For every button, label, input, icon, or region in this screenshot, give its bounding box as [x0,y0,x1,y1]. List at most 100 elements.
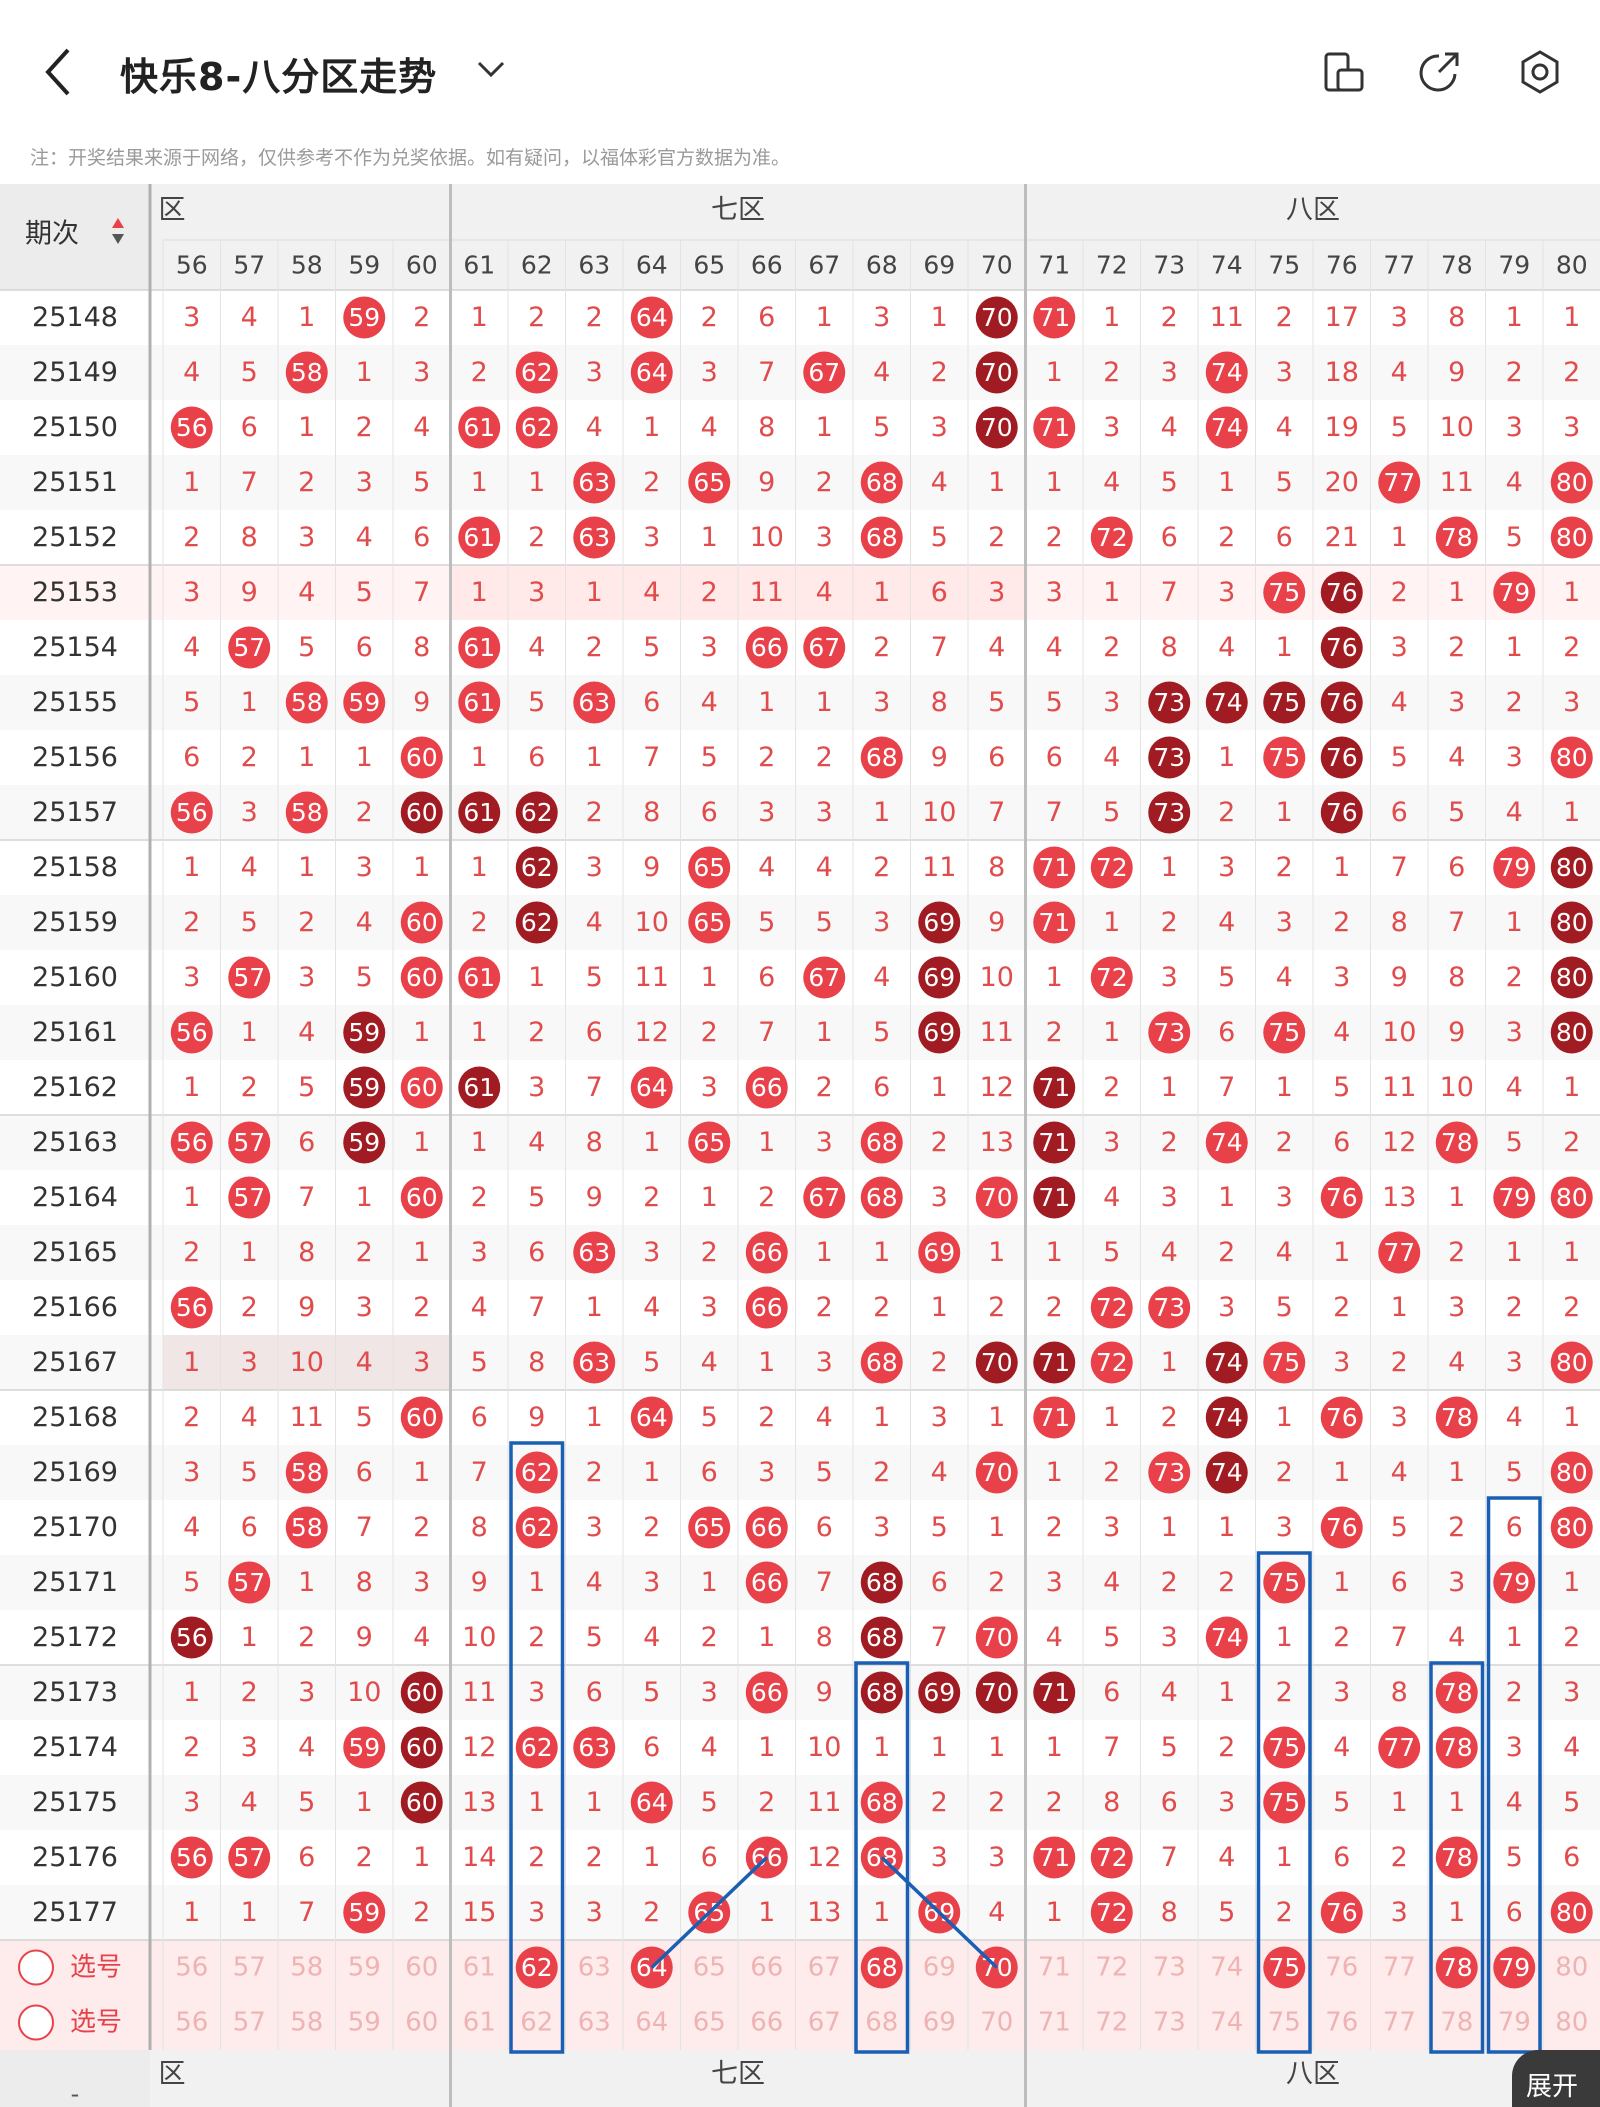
hit-ball[interactable] [1148,1011,1191,1054]
hit-ball[interactable] [1205,681,1248,724]
hit-ball[interactable] [745,1286,788,1329]
hit-ball[interactable] [285,1506,328,1549]
hit-ball[interactable] [975,1176,1018,1219]
hit-ball[interactable] [1148,1286,1191,1329]
hit-ball[interactable] [400,956,443,999]
select-radio[interactable] [18,2004,54,2041]
hit-ball[interactable] [228,626,271,669]
hit-ball[interactable] [228,1176,271,1219]
hit-ball[interactable] [688,1121,731,1164]
hit-ball[interactable] [1435,1726,1478,1769]
hit-ball[interactable] [860,1121,903,1164]
hit-ball[interactable] [1033,901,1076,944]
hit-ball[interactable] [1263,1561,1306,1604]
hit-ball[interactable] [1263,1011,1306,1054]
hit-ball[interactable] [1378,461,1421,504]
hit-ball[interactable] [1148,681,1191,724]
hit-ball[interactable] [803,956,846,999]
hit-ball[interactable] [285,1451,328,1494]
hit-ball[interactable] [1263,681,1306,724]
hit-ball[interactable] [285,681,328,724]
hit-ball[interactable] [170,791,213,834]
hit-ball[interactable] [860,1616,903,1659]
hit-ball[interactable] [573,1726,616,1769]
hit-ball[interactable] [458,516,501,559]
hit-ball[interactable] [860,1561,903,1604]
hit-ball[interactable] [1550,901,1593,944]
hit-ball[interactable] [1205,1616,1248,1659]
hit-ball[interactable] [1263,736,1306,779]
hit-ball[interactable] [170,1616,213,1659]
hit-ball[interactable] [1435,1121,1478,1164]
back-icon[interactable] [40,42,80,102]
hit-ball[interactable] [1148,1451,1191,1494]
hit-ball[interactable] [170,1011,213,1054]
hit-ball[interactable] [343,1726,386,1769]
hit-ball[interactable] [458,681,501,724]
hit-ball[interactable] [1550,1451,1593,1494]
hit-ball[interactable] [228,956,271,999]
hit-ball[interactable] [1205,1341,1248,1384]
hit-ball[interactable] [1033,1066,1076,1109]
hit-ball[interactable] [1320,1506,1363,1549]
hit-ball[interactable] [1205,1451,1248,1494]
hit-ball[interactable] [1378,1231,1421,1274]
hit-ball[interactable] [860,1341,903,1384]
hit-ball[interactable] [400,736,443,779]
hit-ball[interactable] [1263,1781,1306,1824]
phone-landscape-icon[interactable] [1320,48,1368,96]
hit-ball[interactable] [458,791,501,834]
hit-ball[interactable] [400,1726,443,1769]
hit-ball[interactable] [1033,1836,1076,1879]
hit-ball[interactable] [630,296,673,339]
hit-ball[interactable] [343,1066,386,1109]
hit-ball[interactable] [1263,1341,1306,1384]
hit-ball[interactable] [1550,1176,1593,1219]
hit-ball[interactable] [745,626,788,669]
hit-ball[interactable] [1205,1396,1248,1439]
hit-ball[interactable] [343,1891,386,1934]
hit-ball[interactable] [343,1011,386,1054]
hit-ball[interactable] [1550,1891,1593,1934]
hit-ball[interactable] [170,1836,213,1879]
hit-ball[interactable] [1320,571,1363,614]
hit-ball[interactable] [515,901,558,944]
page-title[interactable]: 快乐8-八分区走势 [120,55,438,99]
hit-ball[interactable] [1033,406,1076,449]
hit-ball[interactable] [515,1506,558,1549]
hit-ball[interactable] [285,351,328,394]
hit-ball[interactable] [1205,1121,1248,1164]
hit-ball[interactable] [1378,1726,1421,1769]
hit-ball[interactable] [975,1671,1018,1714]
hit-ball[interactable] [1033,846,1076,889]
chevron-down-icon[interactable] [474,52,508,86]
hit-ball[interactable] [1435,516,1478,559]
hit-ball[interactable] [1320,1176,1363,1219]
hit-ball[interactable] [1090,1341,1133,1384]
hit-ball[interactable] [1550,956,1593,999]
hit-ball[interactable] [343,296,386,339]
hit-ball[interactable] [1550,1506,1593,1549]
hit-ball[interactable] [1033,1121,1076,1164]
hit-ball[interactable] [1550,846,1593,889]
hit-ball[interactable] [515,1451,558,1494]
hit-ball[interactable] [860,1781,903,1824]
hit-ball[interactable] [170,406,213,449]
hit-ball[interactable] [1148,736,1191,779]
hit-ball[interactable] [630,351,673,394]
hit-ball[interactable] [400,1781,443,1824]
hit-ball[interactable] [1033,1396,1076,1439]
hit-ball[interactable] [400,1066,443,1109]
hit-ball[interactable] [573,1231,616,1274]
hit-ball[interactable] [573,461,616,504]
hit-ball[interactable] [343,1121,386,1164]
hit-ball[interactable] [1435,1396,1478,1439]
hit-ball[interactable] [975,1451,1018,1494]
hit-ball[interactable] [1550,1011,1593,1054]
hit-ball[interactable] [458,406,501,449]
selected-ball[interactable] [515,1946,558,1989]
hit-ball[interactable] [1263,571,1306,614]
hit-ball[interactable] [860,461,903,504]
hit-ball[interactable] [918,1231,961,1274]
hit-ball[interactable] [745,1671,788,1714]
